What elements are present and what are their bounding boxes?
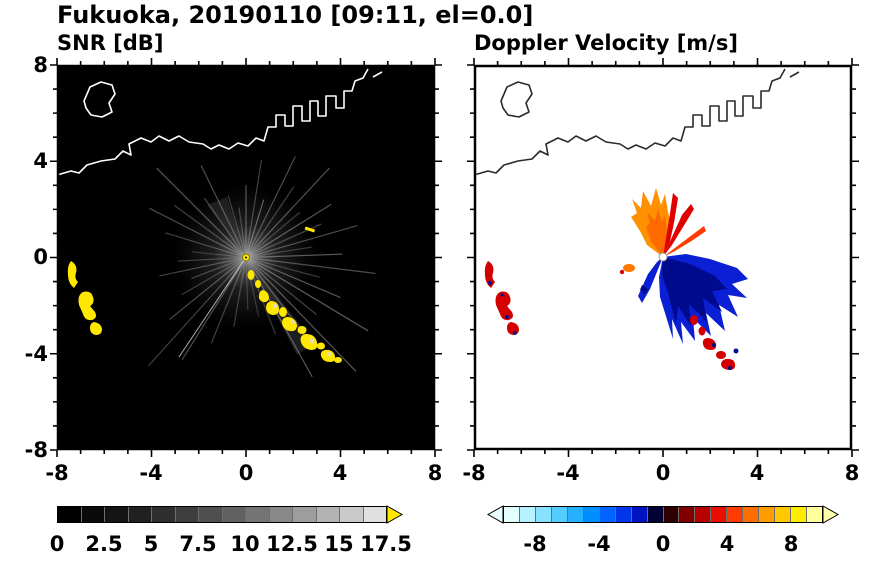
snr-colorbar-tick: 5 bbox=[143, 532, 159, 556]
snr-colorbar-tick: 7.5 bbox=[179, 532, 217, 556]
x-tick-label: -8 bbox=[45, 461, 69, 485]
snr-colorbar-over-arrow bbox=[386, 505, 404, 524]
thin-bright-streak bbox=[178, 256, 247, 358]
doppler-colorbar-tick: 4 bbox=[719, 532, 735, 556]
radar-site-core bbox=[245, 256, 247, 259]
doppler-plot bbox=[467, 58, 859, 457]
x-tick-label: 4 bbox=[332, 461, 348, 485]
doppler-colorbar-tick: -8 bbox=[523, 532, 547, 556]
snr-panel-title: SNR [dB] bbox=[57, 31, 164, 55]
ship-echo-chain bbox=[690, 315, 739, 370]
ship-echoes-west-flecks bbox=[488, 281, 517, 335]
doppler-colorbar-over-arrow bbox=[822, 505, 840, 524]
y-tick-label: 8 bbox=[33, 53, 48, 77]
x-tick-label: 8 bbox=[844, 461, 860, 485]
coastline bbox=[473, 68, 800, 176]
snr-colorbar-tick: 2.5 bbox=[85, 532, 123, 556]
snr-colorbar-tick: 12.5 bbox=[266, 532, 318, 556]
x-tick-label: 4 bbox=[749, 461, 765, 485]
ship-echoes-west bbox=[484, 261, 519, 335]
doppler-colorbar-tick: -4 bbox=[587, 532, 611, 556]
snr-plot bbox=[50, 58, 442, 457]
snr-frame bbox=[56, 64, 436, 451]
y-tick-label: 0 bbox=[33, 245, 48, 269]
doppler-colorbar-under-arrow bbox=[486, 505, 504, 524]
x-tick-label: 8 bbox=[427, 461, 443, 485]
doppler-frame bbox=[473, 64, 853, 451]
snr-colorbar-tick: 17.5 bbox=[360, 532, 412, 556]
doppler-axis-ticks bbox=[467, 58, 859, 457]
figure-title: Fukuoka, 20190110 [09:11, el=0.0] bbox=[57, 1, 534, 29]
high-snr-echo-chain bbox=[247, 226, 342, 363]
x-tick-label: -4 bbox=[139, 461, 163, 485]
doppler-velocity-fan bbox=[619, 188, 748, 344]
snr-bright-sector bbox=[207, 197, 246, 257]
y-tick-label: -4 bbox=[24, 342, 48, 366]
radial-interference-spokes bbox=[148, 156, 376, 378]
snr-colorbar-tick: 0 bbox=[49, 532, 65, 556]
x-tick-label: -4 bbox=[556, 461, 580, 485]
doppler-colorbar bbox=[503, 506, 823, 523]
x-tick-label: 0 bbox=[655, 461, 671, 485]
chain-white-flecks bbox=[273, 304, 331, 356]
x-tick-label: 0 bbox=[238, 461, 254, 485]
snr-axis-ticks bbox=[50, 58, 442, 457]
snr-colorbar-tick: 15 bbox=[324, 532, 354, 556]
doppler-panel bbox=[467, 58, 859, 457]
doppler-colorbar-tick: 8 bbox=[783, 532, 799, 556]
y-tick-label: 4 bbox=[33, 149, 48, 173]
snr-colorbar bbox=[57, 506, 387, 523]
y-tick-label: -8 bbox=[24, 438, 48, 462]
doppler-panel-title: Doppler Velocity [m/s] bbox=[474, 31, 738, 55]
snr-panel bbox=[50, 58, 442, 457]
x-tick-label: -8 bbox=[462, 461, 486, 485]
snr-colorbar-tick: 10 bbox=[230, 532, 260, 556]
doppler-colorbar-tick: 0 bbox=[655, 532, 671, 556]
